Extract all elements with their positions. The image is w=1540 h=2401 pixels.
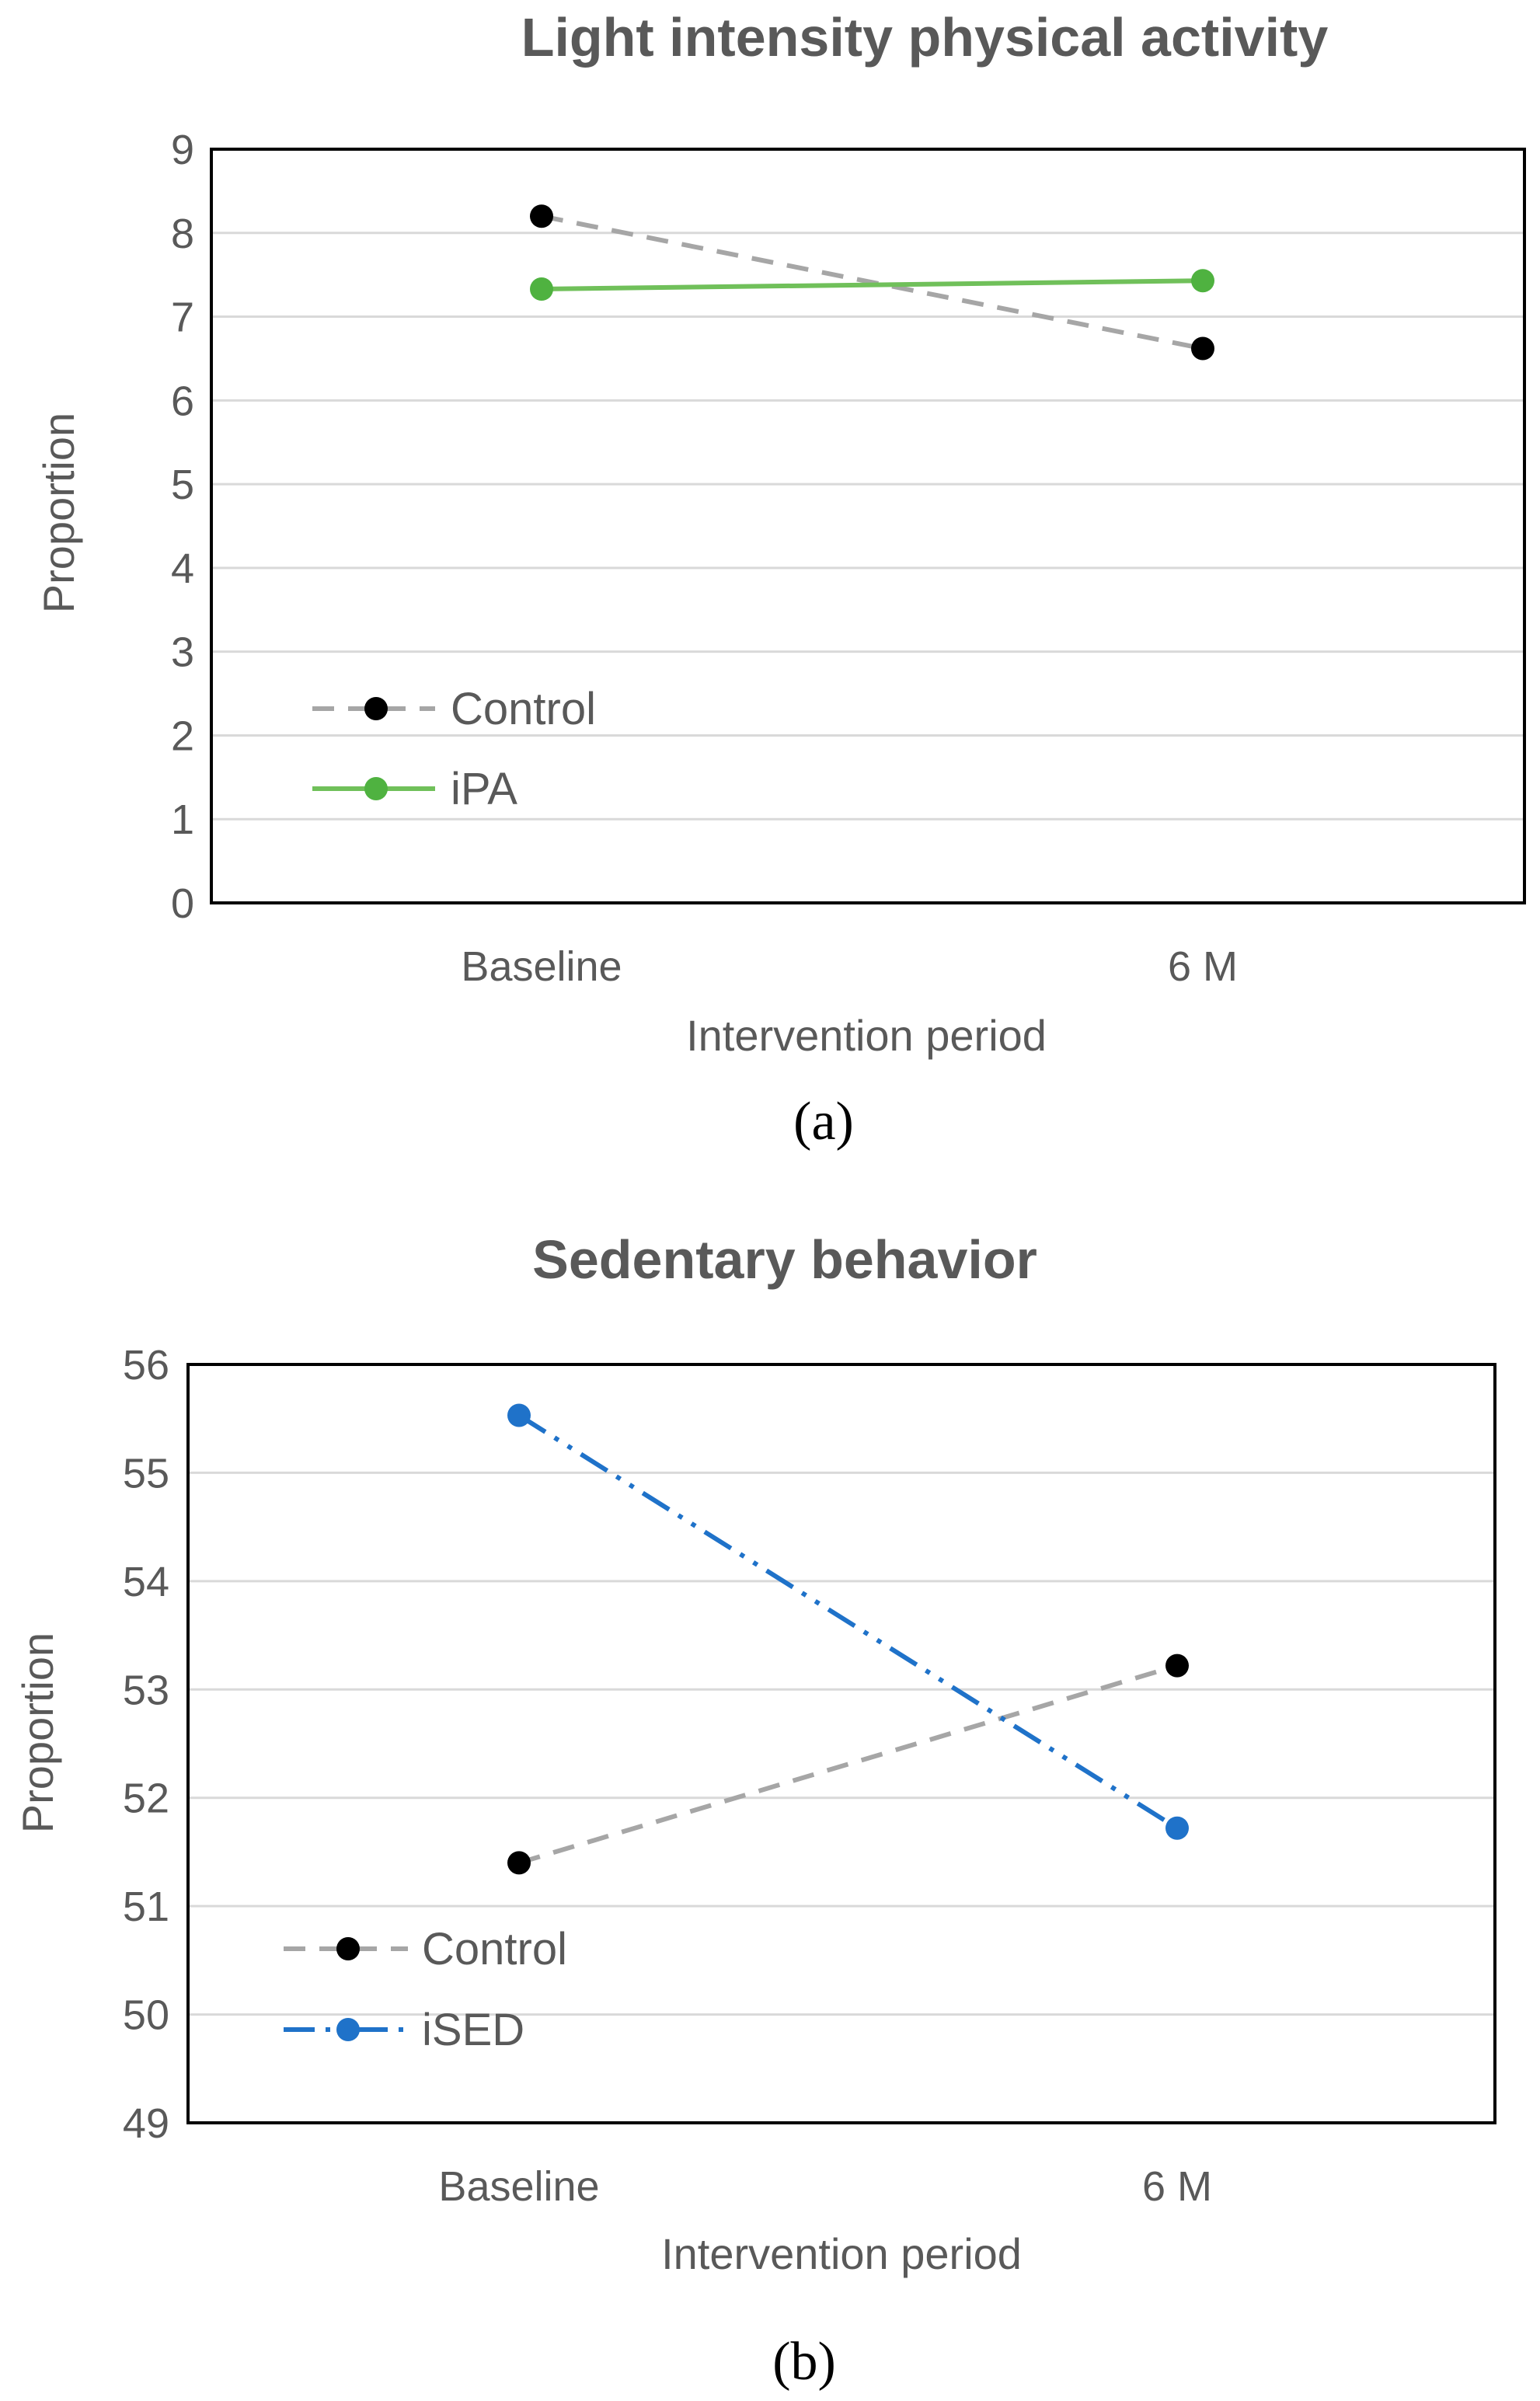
chart-b-series-ised-point-0	[507, 1403, 531, 1427]
chart-b-legend-control-marker	[336, 1937, 360, 1960]
chart-a-x-tick-labels: Baseline 6 M	[461, 943, 1238, 990]
chart-a-legend-control-label: Control	[451, 684, 596, 734]
chart-a-y-tick-label: 5	[171, 462, 194, 508]
chart-a-y-axis-label: Proportion	[34, 413, 83, 613]
chart-b-y-tick-label: 56	[123, 1342, 169, 1389]
chart-b-y-tick-labels: 49 50 51 52 53 54 55 56	[123, 1342, 169, 2147]
chart-b-y-tick-label: 53	[123, 1667, 169, 1713]
chart-a-y-tick-label: 8	[171, 211, 194, 257]
chart-b-series	[507, 1403, 1189, 1875]
chart-b: Sedentary behavior 49 50 51 52 53 54 55 56 Base…	[13, 1229, 1496, 2392]
chart-b-title: Sedentary behavior	[532, 1229, 1037, 1290]
chart-a-y-tick-label: 6	[171, 378, 194, 424]
chart-a-series-control-point-1	[1191, 336, 1214, 361]
chart-a-y-tick-labels: 0 1 2 3 4 5 6 7 8 9	[171, 127, 194, 927]
chart-a: Light intensity physical activity 0 1 2 3 4 5…	[34, 7, 1526, 1152]
chart-a-series-control-line	[541, 214, 1204, 351]
chart-b-x-tick-label: Baseline	[438, 2163, 599, 2210]
chart-a-series-ipa-point-0	[530, 277, 553, 301]
chart-b-x-tick-label: 6 M	[1142, 2163, 1212, 2210]
chart-b-series-ised-line	[517, 1413, 1179, 1831]
chart-a-y-tick-label: 9	[171, 127, 194, 173]
chart-b-y-tick-label: 55	[123, 1450, 169, 1497]
chart-b-series-control-line	[518, 1663, 1178, 1866]
chart-b-series-ised-point-1	[1165, 1816, 1189, 1840]
chart-a-y-tick-label: 1	[171, 796, 194, 843]
chart-a-y-tick-label: 0	[171, 880, 194, 927]
chart-a-legend-ipa-label: iPA	[451, 764, 517, 814]
chart-b-y-tick-label: 49	[123, 2100, 169, 2147]
chart-a-legend: Control iPA	[312, 684, 596, 814]
chart-a-legend-ipa-marker	[364, 777, 388, 800]
chart-b-panel-label: (b)	[772, 2332, 836, 2392]
chart-b-y-tick-label: 54	[123, 1559, 169, 1605]
chart-a-x-tick-label: 6 M	[1168, 943, 1238, 990]
chart-b-legend: Control iSED	[284, 1924, 567, 2055]
chart-a-y-tick-label: 2	[171, 713, 194, 759]
chart-b-series-control-point-0	[507, 1851, 531, 1875]
chart-a-y-tick-label: 4	[171, 545, 194, 592]
chart-a-series	[530, 204, 1214, 361]
chart-b-y-tick-label: 52	[123, 1775, 169, 1822]
chart-a-y-tick-label: 3	[171, 629, 194, 676]
chart-b-y-tick-label: 51	[123, 1884, 169, 1930]
chart-a-gridlines	[211, 232, 1524, 821]
chart-b-legend-control-label: Control	[422, 1924, 567, 1974]
chart-a-series-ipa-line	[541, 278, 1204, 291]
chart-a-panel-label: (a)	[793, 1092, 854, 1152]
chart-a-series-ipa-point-1	[1191, 269, 1214, 293]
chart-b-legend-ised-marker	[336, 2018, 360, 2041]
chart-a-series-control-point-0	[530, 204, 553, 228]
chart-b-gridlines	[188, 1471, 1495, 2016]
chart-b-plot-frame	[186, 1363, 1496, 2124]
chart-a-title: Light intensity physical activity	[521, 7, 1329, 68]
chart-a-y-tick-label: 7	[171, 294, 194, 341]
chart-b-x-axis-label: Intervention period	[661, 2229, 1022, 2278]
chart-b-series-control-point-1	[1165, 1654, 1189, 1678]
chart-b-legend-ised-label: iSED	[422, 2005, 524, 2055]
chart-b-y-tick-label: 50	[123, 1992, 169, 2039]
chart-a-x-axis-label: Intervention period	[686, 1011, 1047, 1060]
chart-a-legend-control-marker	[364, 697, 388, 720]
chart-a-plot-frame	[210, 148, 1526, 904]
chart-b-y-axis-label: Proportion	[13, 1633, 62, 1833]
chart-a-x-tick-label: Baseline	[461, 943, 622, 990]
chart-b-x-tick-labels: Baseline 6 M	[438, 2163, 1212, 2210]
